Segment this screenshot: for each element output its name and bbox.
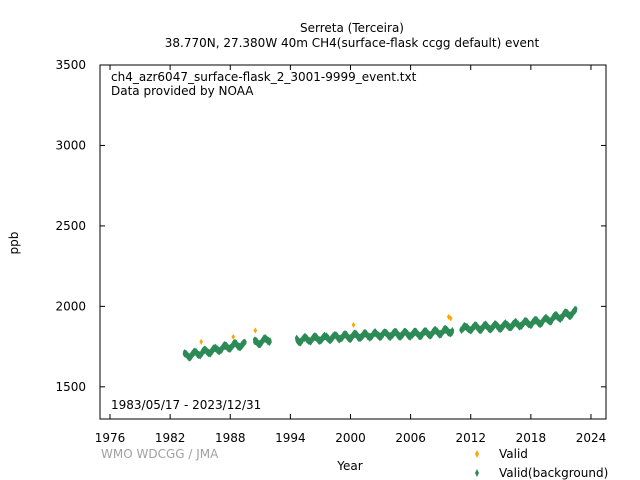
- file-annotation: ch4_azr6047_surface-flask_2_3001-9999_ev…: [111, 70, 417, 84]
- legend-background-marker: [475, 469, 479, 477]
- background-point: [451, 327, 455, 333]
- provider-annotation: Data provided by NOAA: [111, 84, 254, 98]
- x-axis-label: Year: [336, 459, 362, 473]
- x-tick-label: 2024: [576, 431, 607, 445]
- y-tick-label: 1500: [55, 380, 86, 394]
- legend-valid-label: Valid: [499, 447, 528, 461]
- chart-title: Serreta (Terceira): [300, 21, 404, 35]
- y-tick-label: 3500: [55, 58, 86, 72]
- x-tick-label: 1988: [215, 431, 246, 445]
- x-tick-label: 2006: [395, 431, 426, 445]
- chart-subtitle: 38.770N, 27.380W 40m CH4(surface-flask c…: [165, 36, 540, 50]
- legend-background-label: Valid(background): [499, 466, 608, 480]
- valid-point: [199, 338, 203, 345]
- valid-point: [448, 315, 453, 322]
- plot-area: [99, 64, 607, 420]
- y-tick-label: 2500: [55, 219, 86, 233]
- background-point: [268, 339, 272, 345]
- background-point: [243, 339, 247, 345]
- background-series: [182, 305, 578, 362]
- valid-series: [199, 313, 453, 345]
- legend: Valid Valid(background): [475, 447, 608, 480]
- x-tick-label: 2018: [516, 431, 547, 445]
- valid-point: [351, 321, 356, 328]
- valid-point: [231, 333, 236, 340]
- x-tick-label: 1976: [95, 431, 126, 445]
- x-tick-label: 2000: [335, 431, 366, 445]
- credit-annotation: WMO WDCGG / JMA: [101, 447, 219, 461]
- background-point: [574, 305, 578, 311]
- x-tick-label: 2012: [455, 431, 486, 445]
- y-tick-label: 3000: [55, 138, 86, 152]
- valid-point: [253, 327, 258, 334]
- x-axis: 1976 1982 1988 1994 2000 2006 2012 2018 2024: [95, 65, 606, 445]
- x-tick-label: 1982: [155, 431, 186, 445]
- period-annotation: 1983/05/17 - 2023/12/31: [111, 398, 261, 412]
- x-tick-label: 1994: [275, 431, 306, 445]
- y-tick-label: 2000: [55, 299, 86, 313]
- y-axis-label: ppb: [7, 232, 21, 255]
- legend-valid-marker: [475, 450, 479, 458]
- y-axis: 1500 2000 2500 3000 3500: [55, 58, 606, 394]
